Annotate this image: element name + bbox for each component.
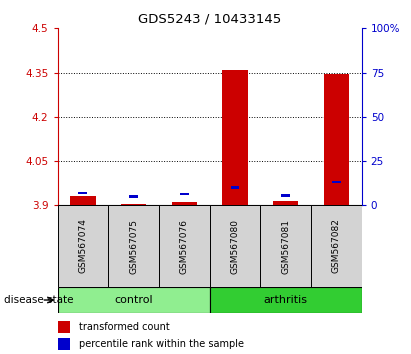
Bar xyxy=(281,194,290,197)
Bar xyxy=(70,196,95,205)
Bar xyxy=(159,205,210,287)
Text: GSM567080: GSM567080 xyxy=(231,218,240,274)
Text: GSM567074: GSM567074 xyxy=(79,218,88,274)
Bar xyxy=(121,204,146,205)
Text: arthritis: arthritis xyxy=(263,295,308,305)
Text: control: control xyxy=(114,295,153,305)
Text: GSM567076: GSM567076 xyxy=(180,218,189,274)
Bar xyxy=(58,338,70,350)
Bar xyxy=(332,181,341,183)
Text: transformed count: transformed count xyxy=(79,322,170,332)
Bar xyxy=(273,201,298,205)
Text: disease state: disease state xyxy=(4,295,74,305)
Text: percentile rank within the sample: percentile rank within the sample xyxy=(79,339,244,349)
Bar xyxy=(172,202,197,205)
Bar xyxy=(324,74,349,205)
Bar xyxy=(311,205,362,287)
Bar xyxy=(58,205,108,287)
Bar xyxy=(210,205,260,287)
Bar xyxy=(222,70,247,205)
Bar xyxy=(108,205,159,287)
Text: GSM567082: GSM567082 xyxy=(332,218,341,274)
Bar xyxy=(129,195,138,198)
Bar xyxy=(79,192,87,194)
Bar xyxy=(260,205,311,287)
Text: GSM567081: GSM567081 xyxy=(281,218,290,274)
Bar xyxy=(210,287,362,313)
Bar xyxy=(58,321,70,333)
Bar xyxy=(180,193,189,195)
Text: GSM567075: GSM567075 xyxy=(129,218,138,274)
Bar xyxy=(231,187,239,189)
Title: GDS5243 / 10433145: GDS5243 / 10433145 xyxy=(138,13,281,26)
Bar xyxy=(58,287,210,313)
